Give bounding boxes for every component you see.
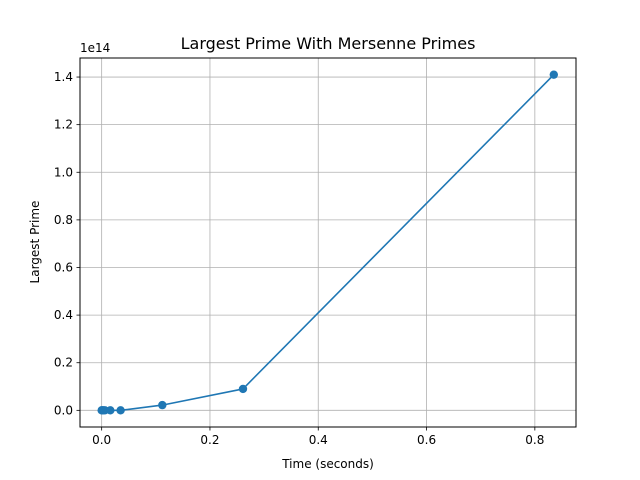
data-point [238, 384, 248, 394]
x-tick-label: 0.4 [309, 433, 328, 447]
x-tick-label: 0.0 [92, 433, 111, 447]
x-tick-label: 0.2 [200, 433, 219, 447]
x-tick-label: 0.8 [525, 433, 544, 447]
data-point [106, 406, 115, 415]
data-point [116, 406, 125, 415]
plot-frame [79, 57, 577, 428]
y-tick-label: 0.8 [54, 213, 73, 227]
data-point [549, 70, 558, 79]
series-layer [97, 70, 558, 415]
y-tick-label: 0.2 [54, 356, 73, 370]
axes: 0.0 0.2 0.4 0.6 0.8 0.0 0.2 0.4 0.6 0.8 1.0 1.2 1.4 [54, 70, 544, 447]
chart-title: Largest Prime With Mersenne Primes [181, 34, 476, 53]
grid [80, 58, 576, 427]
y-tick-label: 0.0 [54, 403, 73, 417]
y-tick-label: 0.6 [54, 260, 73, 274]
data-point [158, 400, 167, 410]
y-tick-label: 1.2 [54, 118, 73, 132]
y-tick-label: 0.4 [54, 308, 73, 322]
x-tick-label: 0.6 [417, 433, 436, 447]
y-axis-label: Largest Prime [28, 201, 42, 284]
y-tick-label: 1.0 [54, 165, 73, 179]
x-axis-label: Time (seconds) [281, 457, 374, 471]
y-tick-label: 1.4 [54, 70, 73, 84]
y-offset-label: 1e14 [80, 41, 110, 55]
